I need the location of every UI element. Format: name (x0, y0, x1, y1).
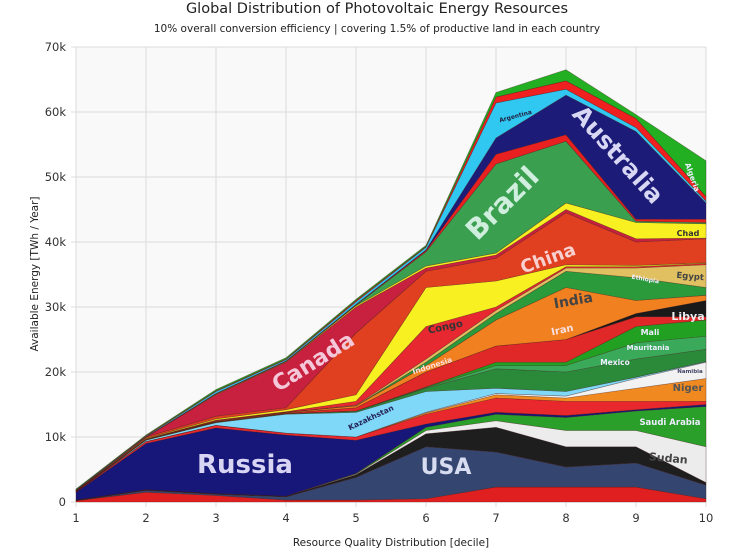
area-other-red-upper- (75, 134, 707, 491)
x-tick-label: 7 (492, 511, 499, 525)
y-axis-label: Available Energy [TWh / Year] (29, 196, 41, 351)
y-tick-label: 30k (45, 300, 67, 314)
x-tick-label: 2 (142, 511, 149, 525)
area-ethiopia (75, 270, 707, 492)
series-label: Egypt (676, 271, 704, 283)
series-label: Mexico (600, 358, 630, 367)
area-china (75, 212, 707, 492)
chart-subtitle: 10% overall conversion efficiency | cove… (153, 23, 601, 35)
x-tick-label: 1 (72, 511, 79, 525)
area-sudan (75, 420, 707, 501)
y-tick-label: 40k (45, 235, 67, 249)
area-egypt (75, 264, 707, 492)
x-tick-label: 5 (352, 511, 359, 525)
area-iran (75, 316, 707, 493)
y-tick-label: 70k (45, 40, 67, 54)
series-label: Mauritania (627, 344, 670, 352)
area-argentina (75, 88, 707, 491)
x-tick-label: 6 (422, 511, 429, 525)
y-tick-label: 0 (59, 495, 66, 509)
area-algeria (75, 69, 707, 491)
series-label: Chad (677, 229, 700, 238)
y-tick-label: 20k (45, 365, 67, 379)
series-label: Russia (197, 450, 293, 480)
y-tick-label: 10k (45, 430, 67, 444)
series-label: Iran (550, 323, 574, 338)
series-label: Libya (671, 310, 704, 323)
series-label: USA (421, 455, 472, 480)
series-label: Sudan (648, 450, 688, 466)
series-label: India (552, 290, 594, 313)
axis-ticks: 1 2 3 4 5 6 7 8 9 10 0 10k 20k 30k 40k 50k 60k 70k (45, 40, 714, 525)
x-tick-label: 4 (282, 511, 289, 525)
x-tick-label: 8 (562, 511, 569, 525)
area-layers (75, 69, 707, 503)
area-saudi-arabia (75, 406, 707, 501)
series-label: Saudi Arabia (639, 418, 700, 428)
y-tick-label: 50k (45, 170, 67, 184)
series-label: Ethiopia (631, 274, 660, 286)
y-tick-label: 60k (45, 105, 67, 119)
x-tick-label: 10 (699, 511, 714, 525)
x-axis-label: Resource Quality Distribution [decile] (293, 537, 489, 549)
area-india (75, 287, 707, 492)
series-label: Niger (673, 383, 704, 394)
series-label: Mali (641, 328, 660, 337)
chart-title: Global Distribution of Photovoltaic Ener… (185, 1, 569, 17)
x-tick-label: 9 (632, 511, 639, 525)
series-label: Namibia (677, 369, 703, 375)
x-tick-label: 3 (212, 511, 219, 525)
area-other-dark- (75, 426, 707, 502)
